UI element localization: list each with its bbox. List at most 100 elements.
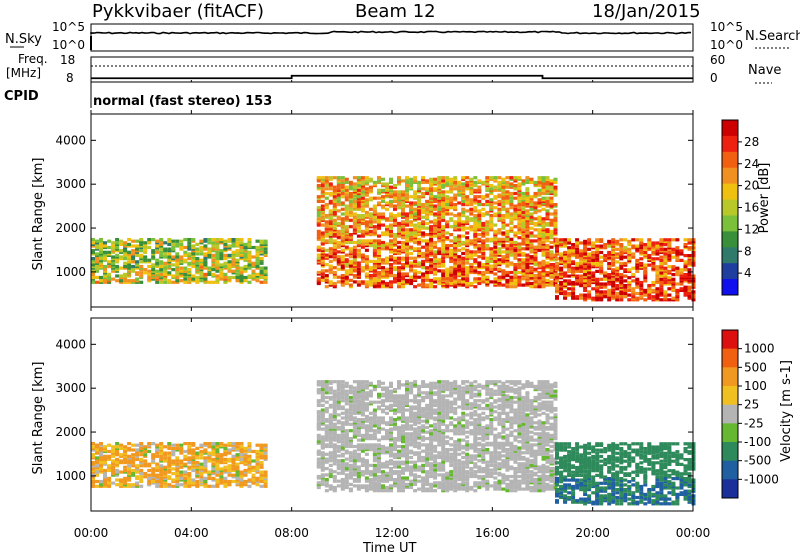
power-cell [433, 250, 438, 254]
power-cell [635, 265, 640, 269]
power-cell [393, 244, 397, 248]
power-cell [336, 233, 341, 237]
power-cell [659, 238, 664, 242]
velocity-cell [215, 442, 220, 446]
power-cell [461, 214, 466, 218]
velocity-cell [171, 451, 176, 455]
velocity-cell [251, 473, 256, 477]
power-cell [549, 245, 554, 249]
power-cell [348, 218, 353, 222]
power-cell [425, 270, 430, 275]
power-cell [683, 254, 688, 258]
velocity-cell [159, 468, 164, 473]
power-cell [619, 243, 624, 247]
power-cell [663, 261, 668, 266]
power-cell [243, 252, 248, 256]
power-cell [336, 203, 341, 207]
power-cell [219, 263, 224, 267]
power-cell [175, 242, 180, 246]
power-cell [469, 190, 474, 194]
power-cell [493, 280, 498, 284]
velocity-cell [151, 472, 156, 476]
power-cell [533, 210, 538, 215]
power-cell [340, 242, 345, 246]
velocity-cell [344, 384, 349, 388]
power-cell [623, 279, 628, 283]
power-cell [545, 203, 550, 207]
power-cell [449, 225, 454, 229]
power-cell [175, 252, 180, 256]
power-cell [251, 245, 256, 250]
power-cell [344, 253, 349, 257]
velocity-cell [336, 407, 341, 411]
power-cell [243, 275, 248, 280]
power-cell [521, 251, 526, 256]
power-cell [477, 244, 482, 248]
power-cell [405, 244, 409, 248]
power-cell [255, 239, 260, 243]
power-cell [348, 199, 353, 203]
power-cell [615, 295, 620, 299]
velocity-cell [207, 459, 212, 463]
power-cell [453, 176, 458, 180]
power-cell [591, 246, 596, 250]
velocity-cell [107, 449, 112, 454]
power-cell [517, 217, 522, 221]
power-cell [619, 273, 624, 277]
velocity-cell [151, 442, 156, 446]
power-cell [115, 249, 120, 253]
power-cell [563, 290, 568, 294]
power-cell [489, 267, 494, 271]
power-cell [603, 277, 608, 281]
power-cell [457, 214, 462, 218]
power-cell [127, 242, 132, 246]
power-cell [163, 280, 168, 284]
power-cell [413, 223, 418, 227]
power-cell [344, 206, 349, 210]
power-cell [599, 244, 604, 248]
velocity-cell [320, 380, 325, 384]
power-cell [627, 276, 632, 280]
power-cell [537, 180, 542, 184]
power-cell [231, 275, 236, 280]
power-cell [409, 261, 414, 265]
power-cell [143, 249, 148, 253]
power-cell [639, 295, 644, 299]
power-cell [433, 221, 438, 226]
power-cell [235, 238, 240, 242]
power-cell [675, 249, 680, 253]
power-cell [497, 247, 502, 251]
power-cell [611, 243, 616, 247]
power-cell [501, 207, 506, 211]
power-cell [239, 266, 244, 270]
power-cell [465, 270, 470, 275]
power-cell [332, 206, 337, 210]
power-cell [179, 242, 184, 246]
velocity-cell [259, 484, 264, 488]
power-cell [473, 184, 478, 188]
power-cell [393, 248, 397, 252]
power-cell [627, 250, 632, 255]
power-cell [473, 195, 478, 199]
velocity-cell [175, 459, 180, 463]
power-cell [385, 242, 389, 246]
power-cell [401, 179, 405, 183]
power-cell [505, 229, 510, 233]
velocity-cell [243, 459, 248, 463]
power-cell [199, 258, 204, 262]
velocity-cell [227, 442, 232, 446]
power-cell [529, 212, 534, 216]
power-cell [485, 203, 490, 207]
power-cell [401, 233, 405, 237]
power-cell [453, 180, 458, 184]
power-cell [607, 265, 612, 269]
power-cell [465, 281, 470, 286]
power-cell [449, 239, 454, 243]
power-cell [433, 245, 438, 249]
power-cell [372, 248, 377, 252]
velocity-cell [263, 451, 268, 455]
power-cell [316, 236, 321, 240]
velocity-cell [332, 399, 337, 403]
velocity-cell [211, 457, 216, 461]
power-cell [203, 244, 208, 248]
